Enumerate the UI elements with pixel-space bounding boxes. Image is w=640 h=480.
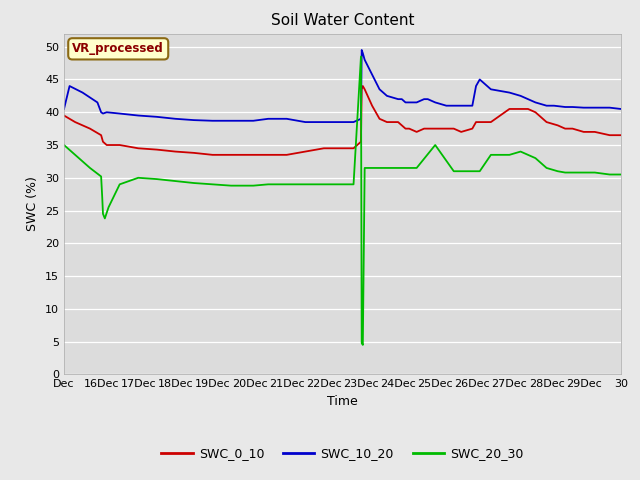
SWC_10_20 — [617, 106, 625, 112]
SWC_0_10 — [617, 132, 625, 138]
SWC_20_30 — [153, 176, 161, 182]
SWC_20_30 — [617, 172, 625, 178]
SWC_0_10 — [431, 126, 439, 132]
SWC_20_30 — [359, 342, 367, 348]
Line: SWC_10_20: SWC_10_20 — [64, 50, 621, 122]
SWC_0_10 — [71, 119, 79, 125]
SWC_10_20 — [358, 47, 365, 53]
SWC_20_30 — [357, 54, 365, 60]
Text: VR_processed: VR_processed — [72, 42, 164, 55]
SWC_20_30 — [60, 142, 68, 148]
X-axis label: Time: Time — [327, 395, 358, 408]
SWC_0_10 — [450, 126, 458, 132]
SWC_20_30 — [606, 172, 614, 178]
Legend: SWC_0_10, SWC_10_20, SWC_20_30: SWC_0_10, SWC_10_20, SWC_20_30 — [156, 442, 529, 465]
SWC_10_20 — [476, 77, 484, 83]
Title: Soil Water Content: Soil Water Content — [271, 13, 414, 28]
SWC_20_30 — [101, 216, 109, 221]
SWC_20_30 — [569, 169, 577, 175]
SWC_0_10 — [209, 152, 216, 158]
SWC_10_20 — [79, 90, 86, 96]
SWC_10_20 — [301, 119, 309, 125]
SWC_10_20 — [398, 96, 406, 102]
SWC_10_20 — [153, 114, 161, 120]
SWC_10_20 — [60, 106, 68, 112]
Line: SWC_0_10: SWC_0_10 — [64, 86, 621, 155]
Y-axis label: SWC (%): SWC (%) — [26, 177, 40, 231]
SWC_10_20 — [246, 118, 253, 124]
SWC_20_30 — [209, 181, 216, 187]
SWC_0_10 — [359, 83, 367, 89]
SWC_0_10 — [60, 113, 68, 119]
SWC_20_30 — [264, 181, 272, 187]
SWC_10_20 — [103, 109, 111, 115]
Line: SWC_20_30: SWC_20_30 — [64, 57, 621, 345]
SWC_0_10 — [405, 126, 413, 132]
SWC_0_10 — [339, 145, 346, 151]
SWC_0_10 — [506, 106, 513, 112]
